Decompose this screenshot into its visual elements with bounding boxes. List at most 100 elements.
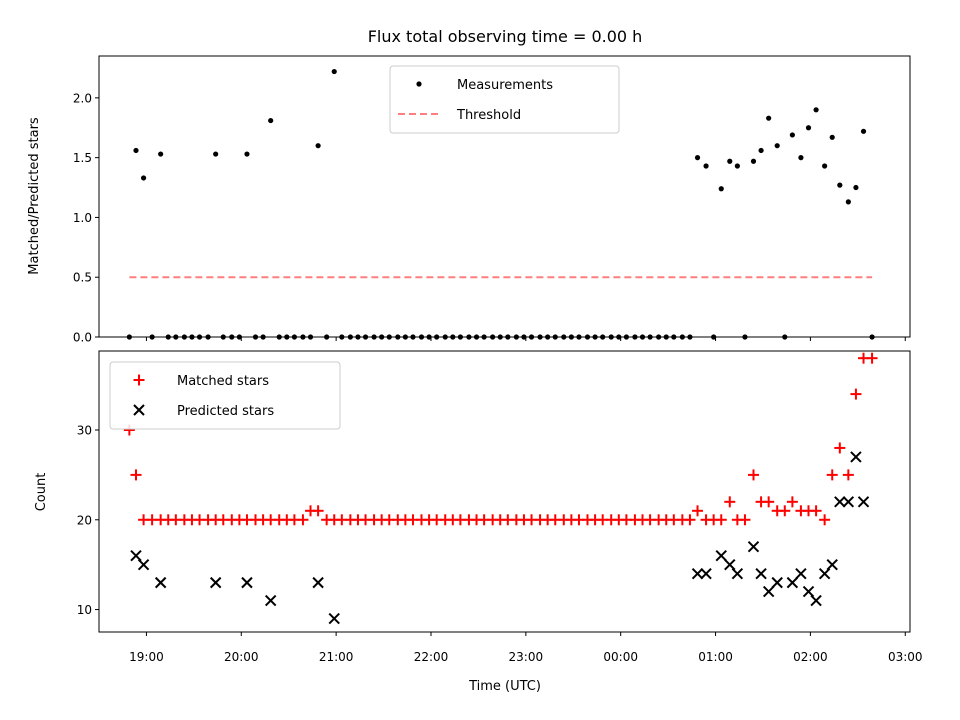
predicted-stars-point: [264, 594, 277, 607]
predicted-stars-point: [755, 567, 767, 580]
predicted-stars-point-d2: [786, 576, 799, 589]
predicted-stars-point: [826, 558, 838, 571]
top-legend: Measurements Threshold: [389, 65, 620, 134]
legend-matched-stars-swatch: [133, 374, 145, 386]
measurements-point: [244, 151, 250, 157]
matched-stars-point: [826, 469, 838, 481]
predicted-stars-point-d2: [241, 576, 253, 589]
legend-predicted-stars-swatch-d2: [133, 404, 145, 416]
predicted-stars-point-d2: [691, 567, 704, 580]
matched-stars-point: [834, 442, 846, 454]
measurements-point: [315, 143, 321, 149]
legend-matched-stars-label: Matched stars: [177, 374, 269, 389]
predicted-stars-point-d2: [762, 585, 775, 598]
matched-stars-point: [747, 469, 759, 481]
predicted-stars-point-d2: [842, 496, 855, 508]
legend-predicted-stars-label: Predicted stars: [177, 404, 274, 419]
predicted-stars-point-d2: [802, 585, 815, 598]
predicted-stars-point-d2: [209, 576, 222, 589]
predicted-stars-point-d2: [857, 496, 870, 508]
predicted-stars-point: [771, 576, 783, 589]
matched-stars-point: [297, 514, 309, 526]
predicted-stars-point-d2: [771, 576, 783, 589]
predicted-stars-point: [842, 496, 855, 508]
measurements-point: [798, 155, 804, 161]
x-tick-label: 01:00: [698, 650, 733, 664]
predicted-stars-series: [130, 451, 870, 625]
predicted-stars-point-d2: [724, 558, 736, 571]
predicted-stars-point: [700, 567, 712, 580]
predicted-stars-point-d2: [328, 612, 340, 625]
predicted-stars-point-d2: [826, 558, 838, 571]
predicted-stars-point-d2: [700, 567, 712, 580]
predicted-stars-point: [731, 567, 744, 580]
measurements-point: [268, 117, 274, 124]
measurements-point: [860, 128, 867, 134]
measurements-point: [789, 132, 795, 138]
predicted-stars-point-d2: [731, 567, 744, 580]
predicted-stars-point-d2: [137, 558, 150, 571]
predicted-stars-point-d2: [154, 576, 167, 589]
measurements-point: [133, 147, 139, 154]
measurements-point: [813, 107, 819, 113]
measurements-point: [845, 199, 851, 205]
bottom-y-tick-label: 20: [77, 513, 92, 527]
matched-stars-point: [819, 514, 831, 526]
measurements-point: [829, 134, 835, 140]
matched-stars-point: [739, 514, 751, 526]
predicted-stars-point-d2: [795, 567, 807, 580]
predicted-stars-point: [850, 451, 862, 463]
predicted-stars-point-d2: [312, 576, 324, 589]
measurements-point: [703, 163, 709, 169]
x-tick-label: 22:00: [414, 650, 449, 664]
matched-stars-series: [123, 352, 878, 526]
top-y-tick-label: 2.0: [73, 91, 92, 105]
measurements-point: [331, 68, 337, 75]
matched-stars-point: [866, 352, 878, 364]
matched-stars-point: [312, 505, 324, 517]
matched-stars-point: [763, 496, 775, 508]
measurements-point: [158, 151, 164, 157]
chart-title: Flux total observing time = 0.00 h: [368, 27, 643, 46]
predicted-stars-point: [691, 567, 704, 580]
measurements-point: [718, 186, 724, 192]
measurements-point: [805, 125, 812, 131]
bottom-y-tick-label: 30: [77, 424, 92, 438]
top-legend-box: [389, 65, 620, 134]
predicted-stars-point: [857, 496, 870, 508]
matched-stars-point: [130, 469, 142, 481]
matched-stars-point: [779, 505, 791, 517]
top-y-axis-label: Matched/Predicted stars: [27, 117, 42, 275]
legend-measurements-label: Measurements: [457, 78, 553, 93]
matched-stars-point: [692, 505, 704, 517]
top-y-tick-label: 1.5: [73, 151, 92, 165]
measurements-series: [126, 68, 875, 340]
measurements-point: [766, 115, 772, 121]
predicted-stars-point: [241, 576, 253, 589]
bottom-y-tick-label: 10: [77, 603, 92, 617]
predicted-stars-point: [154, 576, 167, 589]
measurements-point: [837, 182, 843, 188]
matched-stars-point: [715, 514, 727, 526]
legend-measurements-swatch: [416, 81, 422, 87]
measurements-point: [213, 151, 219, 157]
predicted-stars-point: [137, 558, 150, 571]
predicted-stars-point-d2: [747, 541, 760, 553]
legend-threshold-label: Threshold: [456, 108, 521, 123]
predicted-stars-point-d2: [810, 594, 822, 607]
predicted-stars-point: [715, 549, 727, 562]
x-tick-label: 03:00: [888, 650, 923, 664]
matched-stars-point: [850, 388, 862, 400]
predicted-stars-point: [786, 576, 799, 589]
matched-stars-point: [786, 496, 798, 508]
predicted-stars-point: [209, 576, 222, 589]
predicted-stars-point-d2: [755, 567, 767, 580]
top-plot-frame: [98, 55, 911, 338]
x-tick-label: 00:00: [603, 650, 638, 664]
top-y-tick-label: 1.0: [73, 211, 92, 225]
predicted-stars-point: [762, 585, 775, 598]
measurements-point: [734, 163, 740, 169]
ratio-panel: Matched/Predicted stars 0.0 0.5 1.0 1.5 2.0 M…: [27, 55, 911, 345]
top-y-tick-label: 0.0: [73, 331, 92, 345]
measurements-point: [694, 155, 701, 161]
